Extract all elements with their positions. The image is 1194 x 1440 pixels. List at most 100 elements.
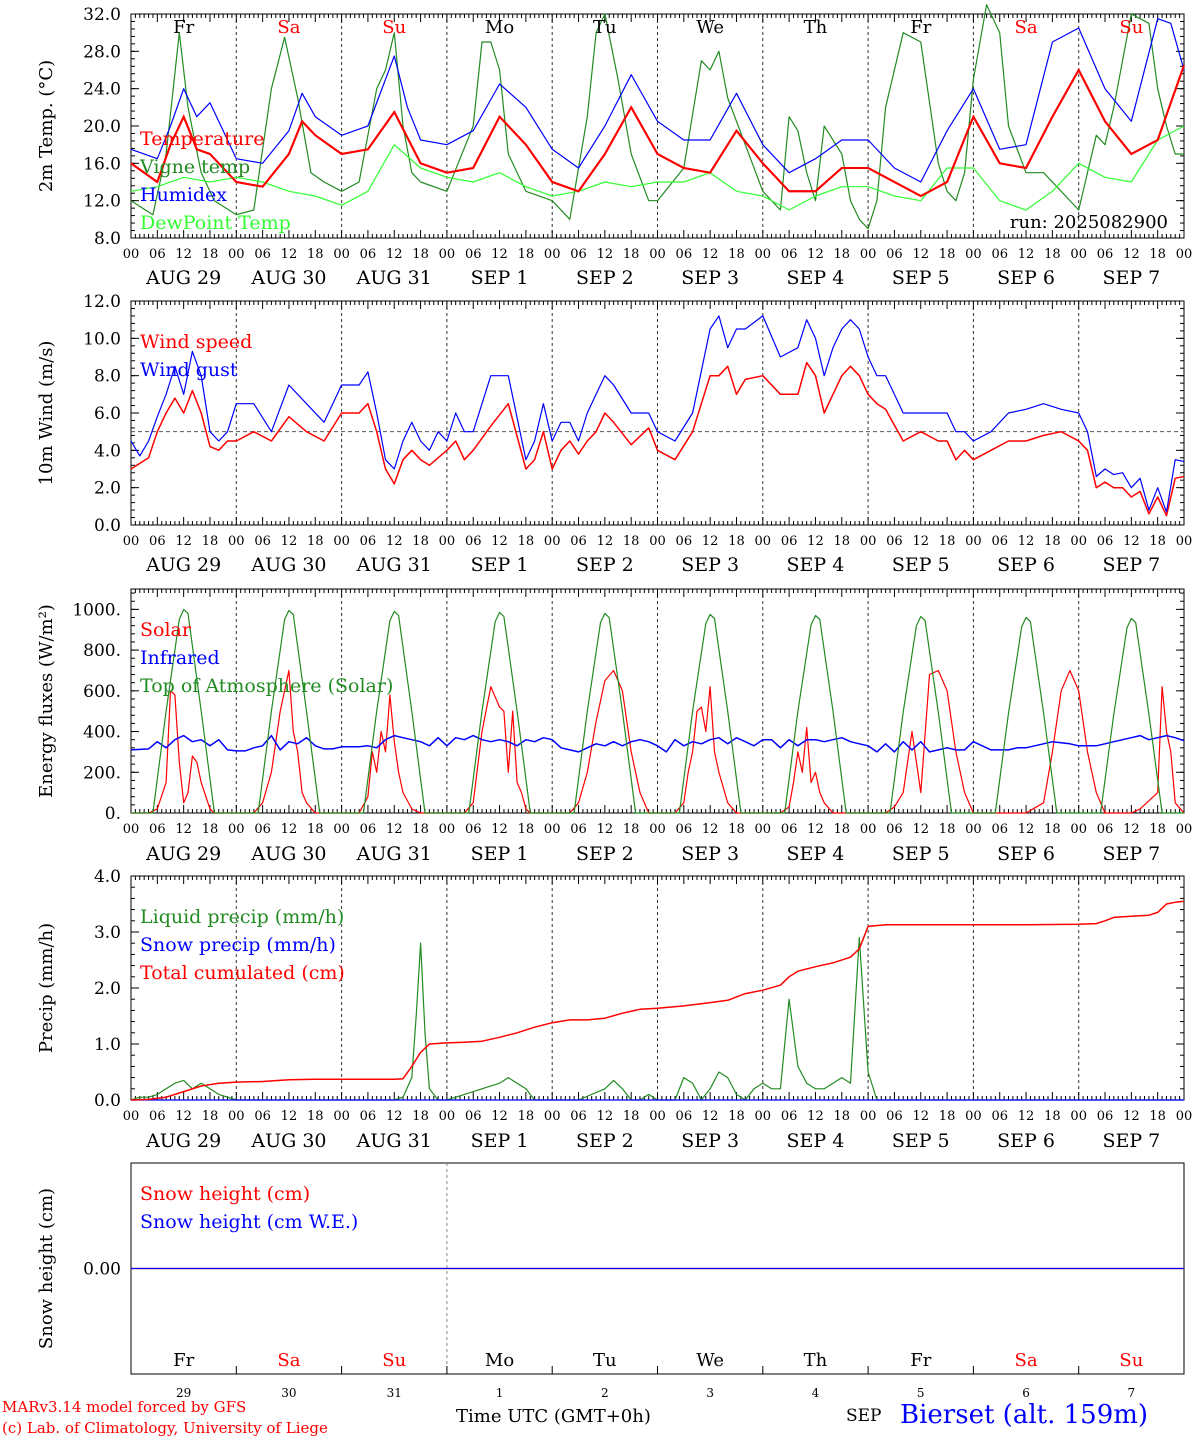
x-tick-label: 06 bbox=[254, 1109, 271, 1124]
x-tick-label: 12 bbox=[1123, 1109, 1140, 1124]
y-tick-label: 2.0 bbox=[94, 979, 121, 999]
y-tick-label: 200. bbox=[83, 763, 121, 783]
y-tick-label: 8.0 bbox=[94, 367, 121, 387]
weekday-label: Fr bbox=[910, 17, 931, 38]
x-tick-label: 00 bbox=[1176, 822, 1193, 837]
x-tick-label: 00 bbox=[123, 534, 140, 549]
x-tick-label: 18 bbox=[834, 1109, 851, 1124]
y-tick-label: 12.0 bbox=[83, 192, 121, 212]
x-tick-label: 06 bbox=[1097, 822, 1114, 837]
x-tick-label: 12 bbox=[1123, 534, 1140, 549]
y-tick-label: 0.0 bbox=[94, 516, 121, 536]
x-axis-title: Time UTC (GMT+0h) bbox=[456, 1406, 651, 1427]
x-tick-label: 18 bbox=[1149, 822, 1166, 837]
x-tick-label: 12 bbox=[386, 534, 403, 549]
x-tick-label: 06 bbox=[676, 1109, 693, 1124]
x-tick-label: 12 bbox=[807, 822, 824, 837]
x-tick-label: 12 bbox=[702, 247, 719, 262]
x-tick-label: 18 bbox=[728, 822, 745, 837]
weekday-label: Fr bbox=[910, 1350, 931, 1371]
legend-entry: Wind gust bbox=[140, 359, 238, 381]
x-tick-label: 18 bbox=[202, 247, 219, 262]
weekday-label: Sa bbox=[1015, 17, 1038, 38]
day-label: SEP 6 bbox=[997, 843, 1055, 865]
x-tick-label: 18 bbox=[834, 247, 851, 262]
weekday-label: Sa bbox=[277, 1350, 300, 1371]
x-tick-label: 12 bbox=[1018, 247, 1035, 262]
x-tick-label: 00 bbox=[649, 1109, 666, 1124]
day-label: SEP 2 bbox=[576, 267, 634, 289]
x-tick-label: 00 bbox=[123, 1109, 140, 1124]
y-tick-label: 24.0 bbox=[83, 80, 121, 100]
x-tick-label: 06 bbox=[781, 247, 798, 262]
x-tick-label: 18 bbox=[623, 822, 640, 837]
panel-4: 00 06 12 18 AUG 29 00 06 12 18 AUG 30 00 06 12 18 AUG … bbox=[36, 867, 1192, 1152]
x-tick-label: 18 bbox=[834, 822, 851, 837]
legend-entry: Total cumulated (cm) bbox=[140, 962, 345, 984]
x-tick-label: 06 bbox=[886, 247, 903, 262]
x-tick-label: 06 bbox=[886, 534, 903, 549]
panel-3: 00 06 12 18 AUG 29 00 06 12 18 AUG 30 00 06 12 18 AUG … bbox=[36, 588, 1193, 865]
x-tick-label: 00 bbox=[333, 534, 350, 549]
x-tick-label: 18 bbox=[307, 1109, 324, 1124]
day-label: SEP 7 bbox=[1102, 554, 1160, 576]
x-tick-label: 00 bbox=[544, 534, 561, 549]
x-tick-label: 12 bbox=[491, 247, 508, 262]
day-label: SEP 7 bbox=[1102, 1130, 1160, 1152]
x-tick-label: 18 bbox=[202, 822, 219, 837]
x-tick-label: 00 bbox=[649, 534, 666, 549]
y-tick-label: 1000. bbox=[72, 600, 121, 620]
x-tick-label: 12 bbox=[702, 534, 719, 549]
day-label: AUG 29 bbox=[145, 1130, 221, 1152]
weekday-label: Su bbox=[1119, 17, 1143, 38]
plot-frame bbox=[130, 588, 1185, 814]
day-label: SEP 5 bbox=[892, 843, 950, 865]
x-tick-label: 18 bbox=[728, 1109, 745, 1124]
weekday-label: Mo bbox=[485, 1350, 514, 1371]
legend-entry: Snow precip (mm/h) bbox=[140, 934, 336, 956]
day-label: SEP 4 bbox=[787, 843, 845, 865]
plot-frame bbox=[130, 13, 1185, 239]
x-tick-label: 18 bbox=[202, 534, 219, 549]
x-tick-label: 06 bbox=[149, 1109, 166, 1124]
series-line-2 bbox=[131, 608, 1184, 814]
day-label: AUG 31 bbox=[356, 267, 432, 289]
day-label: SEP 1 bbox=[471, 843, 529, 865]
x-tick-label: 18 bbox=[1149, 1109, 1166, 1124]
x-tick-label: 06 bbox=[1097, 247, 1114, 262]
x-tick-label: 00 bbox=[228, 1109, 245, 1124]
weekday-label: Tu bbox=[593, 1350, 617, 1371]
x-tick-label: 06 bbox=[465, 822, 482, 837]
x-tick-label: 12 bbox=[597, 247, 614, 262]
x-tick-label: 12 bbox=[491, 822, 508, 837]
x-tick-label: 06 bbox=[781, 534, 798, 549]
x-tick-label: 12 bbox=[912, 247, 929, 262]
x-tick-label: 06 bbox=[465, 534, 482, 549]
x-tick-label: 06 bbox=[991, 1109, 1008, 1124]
x-tick-label: 00 bbox=[439, 1109, 456, 1124]
station-label: Bierset (alt. 159m) bbox=[900, 1400, 1149, 1430]
x-tick-label: 06 bbox=[991, 822, 1008, 837]
x-tick-label: 06 bbox=[465, 247, 482, 262]
series-line-0 bbox=[130, 361, 1185, 517]
weekday-label: Su bbox=[382, 17, 406, 38]
x-tick-label: 12 bbox=[281, 534, 298, 549]
weekday-label: Sa bbox=[277, 17, 300, 38]
x-tick-label: 06 bbox=[991, 534, 1008, 549]
x-tick-label: 00 bbox=[965, 1109, 982, 1124]
y-axis-label: Snow height (cm) bbox=[36, 1188, 57, 1349]
x-tick-label: 06 bbox=[570, 1109, 587, 1124]
day-label: SEP 1 bbox=[471, 267, 529, 289]
date-label: 6 bbox=[1022, 1386, 1030, 1400]
x-tick-label: 00 bbox=[860, 247, 877, 262]
series-line-1 bbox=[130, 734, 1185, 753]
x-tick-label: 06 bbox=[991, 247, 1008, 262]
x-tick-label: 18 bbox=[518, 247, 535, 262]
x-tick-label: 00 bbox=[755, 247, 772, 262]
x-tick-label: 12 bbox=[912, 1109, 929, 1124]
x-tick-label: 12 bbox=[281, 1109, 298, 1124]
x-tick-label: 00 bbox=[439, 247, 456, 262]
x-tick-label: 06 bbox=[465, 1109, 482, 1124]
day-label: SEP 1 bbox=[471, 554, 529, 576]
y-tick-label: 12.0 bbox=[83, 292, 121, 312]
